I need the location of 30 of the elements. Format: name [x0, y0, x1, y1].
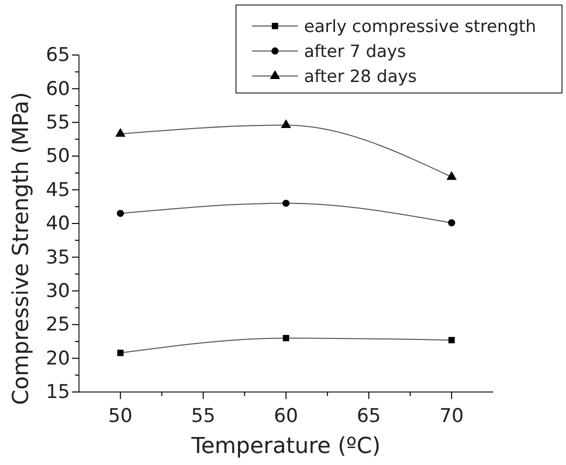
- x-tick-label: 50: [108, 404, 132, 427]
- legend-label: after 7 days: [304, 42, 406, 62]
- y-tick-label: 30: [46, 280, 70, 302]
- y-tick-label: 65: [46, 44, 70, 66]
- y-tick-label: 45: [46, 178, 70, 201]
- point: [116, 210, 124, 217]
- y-tick-label: 50: [46, 145, 70, 168]
- y-tick-label: 20: [46, 347, 70, 370]
- y-axis-title: Compressive Strength (MPa): [9, 92, 34, 405]
- x-tick-label: 60: [274, 404, 298, 427]
- y-tick-label: 15: [46, 381, 70, 404]
- point: [448, 219, 456, 226]
- y-tick-label: 25: [46, 314, 70, 336]
- point: [282, 200, 290, 207]
- x-tick-label: 70: [440, 404, 464, 427]
- point: [280, 119, 292, 128]
- x-tick-label: 55: [191, 404, 216, 427]
- legend-label: early compressive strength: [304, 16, 536, 37]
- point: [448, 336, 455, 344]
- legend-label: after 28 days: [304, 66, 417, 87]
- y-tick-label: 35: [46, 246, 70, 268]
- point: [446, 171, 457, 180]
- x-axis-title: Temperature (ºC): [190, 434, 381, 459]
- point: [115, 128, 126, 137]
- point: [117, 350, 124, 356]
- x-tick-label: 65: [356, 404, 381, 427]
- y-tick-label: 40: [46, 212, 70, 235]
- y-tick-label: 60: [46, 78, 70, 100]
- y-tick-label: 55: [46, 111, 70, 134]
- point: [282, 334, 290, 342]
